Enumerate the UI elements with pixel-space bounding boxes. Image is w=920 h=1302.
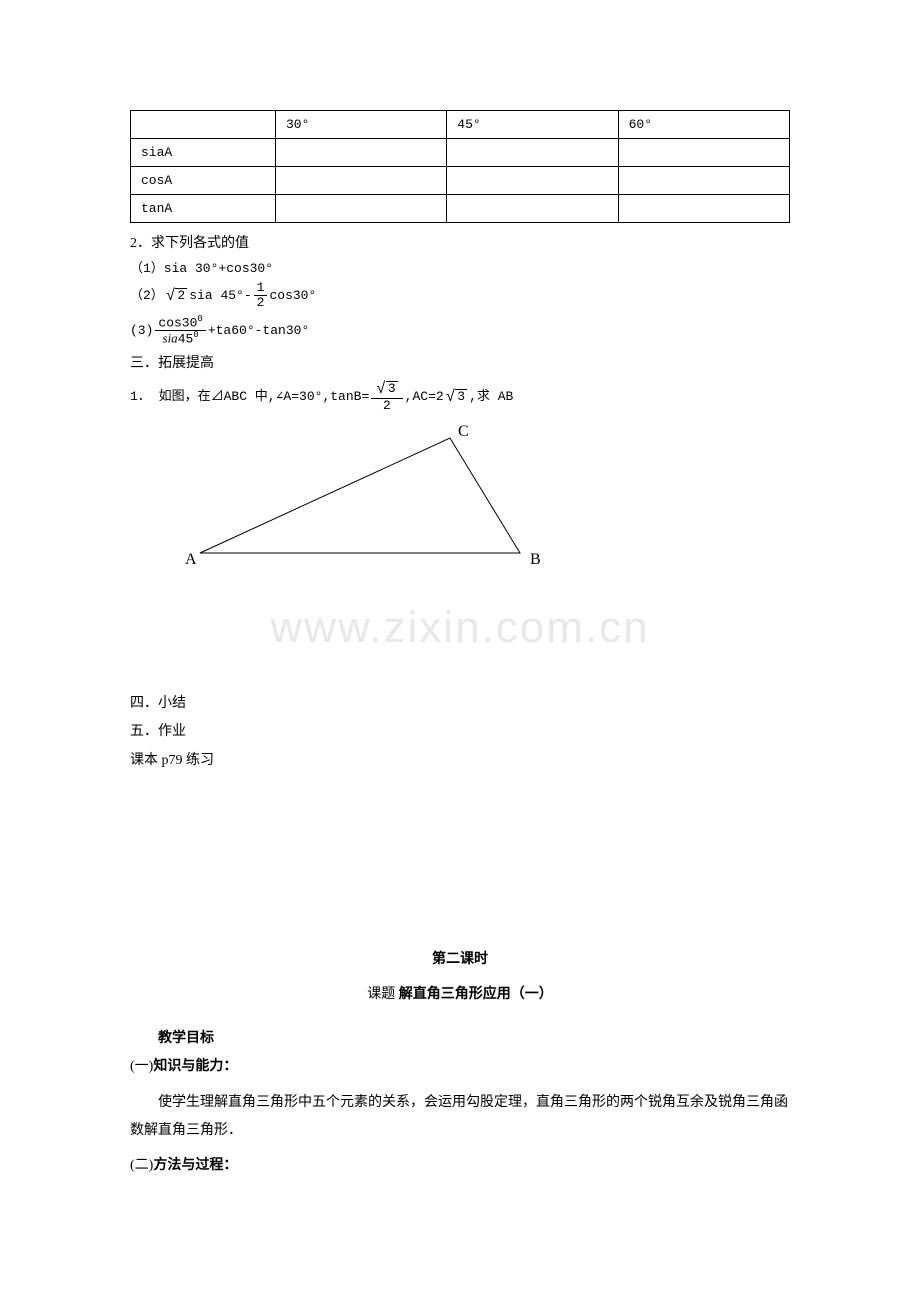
topic-label: 课题	[367, 987, 399, 1002]
table-cell	[447, 167, 618, 195]
triangle-svg	[190, 423, 610, 583]
question-2-item-2: （2） √2 sia 45°- 12 cos30°	[130, 281, 790, 311]
table-cell	[275, 195, 446, 223]
q2-3-num: cos30	[158, 315, 197, 330]
table-row-label-tan: tanA	[131, 195, 276, 223]
table-row: siaA	[131, 139, 790, 167]
table-row-label-cos: cosA	[131, 167, 276, 195]
watermark-text: www.zixin.com.cn	[130, 603, 790, 653]
question-2-item-1: （1）sia 30°+cos30°	[130, 261, 790, 277]
triangle-label-b: B	[530, 551, 541, 569]
table-header-45: 45°	[447, 111, 618, 139]
homework: 课本 p79 练习	[130, 750, 790, 772]
sqrt-3-icon: √3	[376, 381, 397, 397]
part2-bold: 方法与过程：	[153, 1158, 237, 1173]
lesson-2-title: 第二课时	[130, 948, 790, 968]
table-cell	[275, 139, 446, 167]
fraction-sqrt3-2: √3 2	[371, 381, 402, 413]
table-row: tanA	[131, 195, 790, 223]
topic-bold: 解直角三角形应用（一）	[399, 987, 553, 1002]
part-2-heading: (二)方法与过程：	[130, 1155, 790, 1177]
part-1-heading: (一)知识与能力：	[130, 1056, 790, 1078]
lesson-2-topic: 课题 解直角三角形应用（一）	[130, 983, 790, 1003]
table-row: cosA	[131, 167, 790, 195]
table-cell	[447, 195, 618, 223]
q3-1-suffix: ,求 AB	[469, 389, 513, 405]
table-cell-blank	[131, 111, 276, 139]
q2-3-den-mid: 45	[178, 332, 194, 347]
q2-2-suffix: cos30°	[269, 288, 316, 304]
triangle-label-c: C	[458, 423, 469, 441]
table-cell	[447, 139, 618, 167]
fraction-cos-sia: cos300 sia450	[155, 315, 205, 347]
table-cell	[618, 167, 789, 195]
table-cell	[618, 195, 789, 223]
sqrt-2-icon: √2	[166, 288, 187, 304]
trig-values-table: 30° 45° 60° siaA cosA tanA	[130, 110, 790, 223]
q3-1-mid: ,AC=2	[405, 389, 444, 405]
question-3-1: 1． 如图，在⊿ABC 中,∠A=30°,tanB= √3 2 ,AC=2 √3…	[130, 381, 790, 413]
table-row: 30° 45° 60°	[131, 111, 790, 139]
q2-2-mid: sia 45°-	[189, 288, 251, 304]
table-cell	[618, 139, 789, 167]
section-4: 四．小结	[130, 693, 790, 715]
teaching-goal-heading: 教学目标	[130, 1028, 790, 1050]
table-header-60: 60°	[618, 111, 789, 139]
q3-1-prefix: 1． 如图，在⊿ABC 中,∠A=30°,tanB=	[130, 389, 369, 405]
q2-3-den-prefix: sia	[163, 331, 178, 346]
part-1-body: 使学生理解直角三角形中五个元素的关系，会运用勾股定理，直角三角形的两个锐角互余及…	[130, 1089, 790, 1145]
section-5: 五．作业	[130, 721, 790, 743]
triangle-diagram: A B C	[190, 423, 610, 583]
question-2-heading: 2．求下列各式的值	[130, 233, 790, 255]
question-2-item-3: (3) cos300 sia450 +ta60°-tan30°	[130, 315, 790, 347]
sqrt-3b-icon: √3	[446, 389, 467, 405]
fraction-1-2: 12	[254, 281, 268, 311]
q2-1-text: （1）sia 30°+cos30°	[130, 261, 273, 277]
q2-3-suffix: +ta60°-tan30°	[208, 323, 309, 339]
part1-label: (一)	[130, 1059, 153, 1074]
q2-2-prefix: （2）	[130, 288, 164, 304]
triangle-label-a: A	[185, 551, 197, 569]
q2-3-prefix: (3)	[130, 323, 153, 339]
triangle-shape	[200, 438, 520, 553]
q2-3-den-sup: 0	[193, 330, 198, 340]
q2-3-num-sup: 0	[197, 314, 202, 324]
table-row-label-sia: siaA	[131, 139, 276, 167]
part2-label: (二)	[130, 1158, 153, 1173]
table-header-30: 30°	[275, 111, 446, 139]
part1-bold: 知识与能力：	[153, 1059, 237, 1074]
section-3-heading: 三．拓展提高	[130, 353, 790, 375]
table-cell	[275, 167, 446, 195]
